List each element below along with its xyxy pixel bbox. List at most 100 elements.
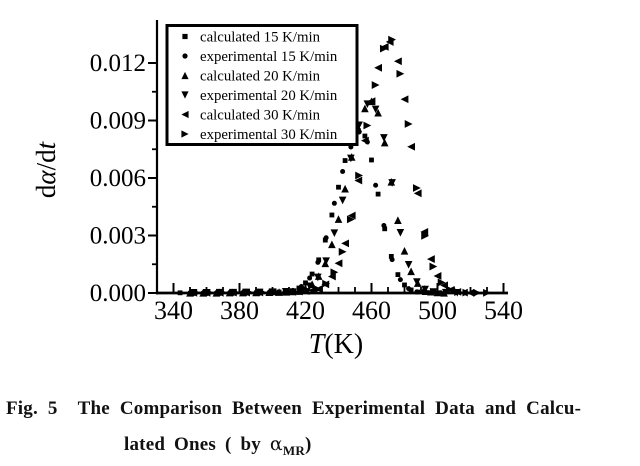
data-point-marker	[371, 81, 380, 89]
data-point-marker	[329, 212, 335, 218]
data-point-marker	[429, 288, 438, 296]
data-point-marker	[315, 259, 321, 265]
data-point-marker	[407, 142, 415, 151]
data-point-marker	[271, 288, 280, 297]
data-point-marker	[380, 138, 389, 147]
data-point-marker	[316, 257, 322, 263]
x-tick-label: 540	[484, 296, 523, 325]
data-point-marker	[363, 121, 372, 130]
data-point-marker	[388, 253, 394, 259]
legend-label: experimental 30 K/min	[200, 127, 338, 143]
caption-line-2: lated Ones ( by αMR)	[124, 433, 640, 459]
data-point-marker	[354, 176, 363, 185]
data-point-marker	[328, 272, 336, 281]
data-point-marker	[375, 191, 381, 197]
data-point-marker	[380, 134, 388, 142]
data-point-marker	[245, 288, 254, 297]
data-point-marker	[396, 229, 405, 237]
series-calculated-15-K-min	[177, 128, 440, 296]
data-point-marker	[420, 227, 429, 236]
data-point-marker	[219, 288, 227, 297]
x-tick-label: 420	[286, 296, 325, 325]
data-point-marker	[355, 171, 364, 180]
data-point-marker	[381, 223, 387, 229]
legend-marker-square	[182, 33, 188, 40]
x-axis-title: T(K)	[309, 329, 363, 360]
data-point-marker	[361, 104, 369, 113]
data-point-marker	[427, 255, 435, 263]
data-point-marker	[473, 288, 481, 297]
data-point-marker	[322, 279, 331, 288]
data-point-marker	[363, 100, 372, 109]
alpha-subscript: MR	[282, 442, 305, 458]
x-tick-label: 340	[154, 296, 193, 325]
figure-number: Fig. 5	[6, 398, 58, 419]
data-point-marker	[309, 271, 315, 277]
data-point-marker	[445, 285, 454, 294]
legend-label: experimental 15 K/min	[200, 49, 338, 65]
legend-label: calculated 30 K/min	[200, 108, 321, 124]
data-point-marker	[389, 257, 395, 263]
data-point-marker	[362, 133, 368, 139]
data-point-marker	[369, 157, 374, 163]
series-experimental-30-K-min	[192, 35, 491, 297]
x-tick-label: 500	[418, 296, 457, 325]
y-tick-label: 0.000	[90, 280, 146, 307]
caption-text-2: lated Ones ( by	[124, 434, 270, 455]
data-point-marker	[307, 275, 313, 281]
data-point-marker	[232, 288, 241, 297]
data-point-marker	[313, 285, 322, 294]
data-point-marker	[338, 247, 347, 256]
data-point-marker	[334, 259, 343, 268]
data-point-marker	[394, 216, 402, 224]
axes: 340 380 420 460 500 540 0.000 0.003 0.006 0.009 0.…	[31, 20, 523, 360]
data-point-marker	[433, 272, 442, 280]
data-point-marker	[407, 267, 415, 276]
data-point-marker	[466, 288, 475, 297]
data-point-marker	[382, 226, 388, 232]
data-point-marker	[483, 288, 491, 297]
data-point-marker	[367, 97, 376, 106]
y-tick-label: 0.003	[90, 223, 146, 250]
data-point-marker	[347, 154, 355, 163]
data-point-marker	[330, 268, 339, 277]
data-point-marker	[340, 168, 346, 174]
data-point-marker	[433, 288, 442, 297]
data-point-marker	[414, 289, 420, 295]
data-point-marker	[334, 215, 343, 223]
data-point-marker	[205, 288, 214, 297]
data-point-marker	[192, 288, 201, 297]
y-tick-label: 0.006	[90, 165, 146, 192]
legend-marker-triangle-down	[181, 91, 189, 99]
x-tick-label: 380	[220, 296, 259, 325]
data-point-marker	[373, 182, 379, 188]
legend: calculated 15 K/min experimental 15 K/min…	[165, 24, 359, 146]
caption-close-paren: )	[304, 434, 312, 455]
caption-text: The Comparison Between Experimental Data…	[77, 398, 582, 419]
legend-marker-circle	[182, 53, 188, 59]
data-point-marker	[331, 200, 337, 206]
y-tick-label: 0.009	[90, 108, 146, 135]
data-point-marker	[347, 211, 356, 220]
data-point-marker	[258, 288, 267, 297]
data-point-marker	[177, 290, 183, 296]
data-point-marker	[341, 239, 349, 248]
legend-label: experimental 20 K/min	[200, 88, 338, 104]
data-point-marker	[374, 108, 382, 117]
data-point-marker	[406, 286, 412, 292]
data-point-marker	[462, 288, 471, 297]
data-point-marker	[394, 57, 402, 66]
alpha-symbol: α	[269, 433, 283, 455]
data-point-marker	[361, 136, 369, 145]
x-tick-label: 460	[352, 296, 391, 325]
data-point-marker	[404, 261, 413, 269]
data-point-marker	[330, 229, 339, 237]
data-point-marker	[328, 240, 336, 249]
data-point-marker	[395, 272, 401, 277]
data-point-marker	[421, 231, 430, 240]
data-point-marker	[429, 262, 438, 271]
data-point-marker	[338, 196, 347, 205]
y-axis-title: dα/dt	[31, 140, 61, 198]
legend-label: calculated 20 K/min	[200, 69, 321, 85]
